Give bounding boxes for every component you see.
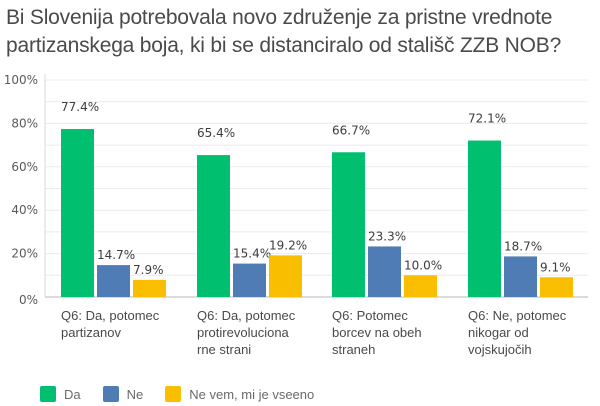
y-tick-label: 80% xyxy=(11,116,38,130)
data-label: 77.4% xyxy=(61,100,99,114)
legend-label-ne: Ne xyxy=(126,386,144,402)
category-label-line: Q6: Da, potomec xyxy=(197,308,296,323)
legend-label-ne-vem: Ne vem, mi je vseeno xyxy=(189,386,315,402)
legend-item-da: Da xyxy=(40,386,81,402)
y-tick-label: 0% xyxy=(19,293,38,307)
category-label-line: Q6: Da, potomec xyxy=(61,308,160,323)
category-label-line: borcev na obeh xyxy=(332,325,422,340)
category-label-line: nikogar od xyxy=(468,325,529,340)
category-label-line: straneh xyxy=(332,342,376,357)
bar-da-2 xyxy=(332,152,365,297)
legend-swatch-da xyxy=(40,386,56,402)
category-label-line: partizanov xyxy=(61,325,121,340)
bar-ne-3 xyxy=(504,256,537,297)
legend-item-ne: Ne xyxy=(102,386,144,402)
legend: Da Ne Ne vem, mi je vseeno xyxy=(40,386,336,402)
data-label: 10.0% xyxy=(404,258,442,272)
bar-da-3 xyxy=(468,140,501,297)
chart-title: Bi Slovenija potrebovala novo združenje … xyxy=(6,6,562,57)
data-label: 18.7% xyxy=(504,239,542,253)
bar-da-1 xyxy=(197,155,230,297)
category-label: Q6: Da, potomec partizanov xyxy=(61,307,181,341)
y-tick-label: 60% xyxy=(11,160,38,174)
bar-ne-2 xyxy=(368,246,401,297)
data-label: 23.3% xyxy=(368,229,406,243)
legend-swatch-ne xyxy=(102,386,119,402)
category-label-line: vojskujočih xyxy=(468,342,532,357)
data-label: 9.1% xyxy=(540,260,571,274)
bar-ne-vem-mi-je-vseeno-2 xyxy=(404,275,437,297)
data-label: 65.4% xyxy=(197,126,235,140)
bar-ne-vem-mi-je-vseeno-3 xyxy=(540,277,573,297)
category-label: Q6: Potomec borcev na obeh straneh xyxy=(332,307,452,358)
data-label: 15.4% xyxy=(233,247,271,261)
bar-ne-vem-mi-je-vseeno-1 xyxy=(269,255,302,297)
bar-ne-1 xyxy=(233,263,266,297)
category-label: Q6: Ne, potomec nikogar od vojskujočih xyxy=(468,307,588,358)
category-label-line: Q6: Potomec xyxy=(332,308,408,323)
category-label: Q6: Da, potomec protirevoluciona rne stran… xyxy=(197,307,317,358)
category-label-line: protirevoluciona xyxy=(197,325,289,340)
legend-swatch-ne-vem xyxy=(165,386,182,402)
data-label: 19.2% xyxy=(269,238,307,252)
data-label: 7.9% xyxy=(133,263,164,277)
y-tick-label: 100% xyxy=(4,73,38,87)
data-label: 14.7% xyxy=(97,248,135,262)
data-label: 72.1% xyxy=(468,112,506,126)
category-label-line: rne strani xyxy=(197,342,252,357)
category-label-line: Q6: Ne, potomec xyxy=(468,308,567,323)
bar-ne-0 xyxy=(97,265,130,297)
bar-da-0 xyxy=(61,129,94,297)
y-tick-label: 20% xyxy=(11,247,38,261)
legend-label-da: Da xyxy=(64,386,81,402)
y-tick-label: 40% xyxy=(11,203,38,217)
data-label: 66.7% xyxy=(332,123,370,137)
bar-ne-vem-mi-je-vseeno-0 xyxy=(133,279,166,297)
legend-item-ne-vem: Ne vem, mi je vseeno xyxy=(165,386,314,402)
